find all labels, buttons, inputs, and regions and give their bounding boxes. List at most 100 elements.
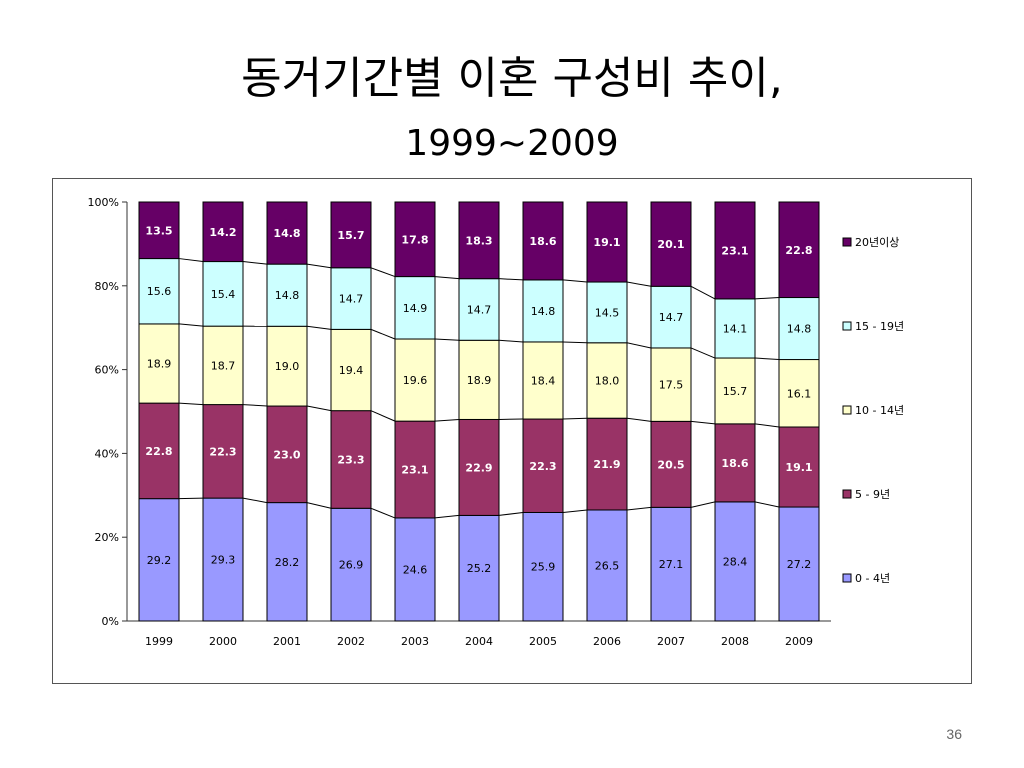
data-label: 14.7 (339, 293, 364, 306)
x-tick-label: 2005 (529, 635, 557, 648)
y-tick-label: 80% (95, 280, 119, 293)
series-line (178, 402, 204, 406)
y-tick-label: 0% (102, 615, 119, 628)
bar-segment (458, 418, 500, 516)
data-label: 22.9 (465, 461, 492, 474)
series-line (754, 501, 780, 508)
bar-segment (778, 426, 820, 508)
y-tick-label: 100% (88, 196, 119, 209)
data-label: 22.3 (529, 460, 556, 473)
data-label: 29.3 (211, 554, 236, 567)
data-label: 26.5 (595, 559, 620, 572)
bar-segment (650, 347, 692, 422)
bar-segment (266, 201, 308, 265)
bar-segment (778, 201, 820, 299)
bar-segment (586, 201, 628, 283)
bar-segment (778, 359, 820, 428)
data-label: 23.0 (273, 448, 300, 461)
data-label: 19.1 (785, 461, 812, 474)
series-line (370, 267, 396, 278)
data-label: 22.3 (209, 445, 236, 458)
bar-segment (522, 279, 564, 343)
series-line (498, 339, 524, 343)
series-line (370, 328, 396, 340)
legend-label: 20년이상 (855, 236, 899, 249)
series-line (562, 417, 588, 420)
data-label: 14.7 (467, 303, 492, 316)
data-label: 15.4 (211, 288, 236, 301)
data-label: 14.5 (595, 306, 620, 319)
bar-segment (202, 325, 244, 406)
bar-segment (586, 281, 628, 344)
legend-label: 0 - 4년 (855, 572, 890, 585)
data-label: 15.7 (723, 385, 748, 398)
legend-swatch (842, 573, 852, 583)
series-line (754, 297, 780, 300)
series-line (626, 506, 652, 511)
data-label: 25.9 (531, 561, 556, 574)
series-line (690, 285, 716, 300)
bar-segment (586, 417, 628, 511)
bar-segment (394, 276, 436, 340)
data-label: 27.1 (659, 558, 684, 571)
bar-segment (330, 410, 372, 509)
series-line (754, 357, 780, 361)
data-label: 28.2 (275, 556, 300, 569)
series-line (242, 261, 268, 265)
series-line (562, 509, 588, 513)
bar-segment (138, 323, 180, 404)
data-label: 27.2 (787, 558, 812, 571)
legend-swatch (842, 489, 852, 499)
data-label: 18.3 (465, 234, 492, 247)
series-line (690, 501, 716, 508)
series-line (498, 511, 524, 516)
bar-segment (778, 297, 820, 361)
bar-segment (394, 201, 436, 278)
bar-segment (394, 517, 436, 622)
x-tick-label: 1999 (145, 635, 173, 648)
data-label: 18.0 (595, 374, 620, 387)
series-line (178, 497, 204, 500)
data-label: 16.1 (787, 387, 812, 400)
series-line (434, 338, 460, 341)
data-label: 21.9 (593, 458, 620, 471)
y-tick-label: 60% (95, 364, 119, 377)
series-line (242, 404, 268, 407)
data-label: 23.1 (721, 244, 748, 257)
x-tick-label: 2007 (657, 635, 685, 648)
bar-segment (266, 502, 308, 622)
bar-segment (458, 339, 500, 420)
bar-segment (394, 338, 436, 422)
slide-subtitle: 1999~2009 (405, 123, 619, 164)
data-label: 14.8 (275, 289, 300, 302)
bar-segment (586, 509, 628, 622)
bar-segment (522, 201, 564, 281)
legend-swatch (842, 321, 852, 331)
data-label: 23.1 (401, 464, 428, 477)
data-label: 14.9 (403, 302, 428, 315)
data-label: 19.1 (593, 236, 620, 249)
bar-segment (586, 342, 628, 419)
legend-swatch (842, 405, 852, 415)
data-label: 14.8 (531, 305, 556, 318)
bar-segment (202, 201, 244, 263)
data-label: 28.4 (723, 555, 748, 568)
data-label: 18.4 (531, 374, 556, 387)
data-label: 17.8 (401, 233, 428, 246)
bar-segment (714, 298, 756, 359)
bar-segment (714, 357, 756, 425)
x-tick-label: 2003 (401, 635, 429, 648)
bar-segment (650, 506, 692, 622)
data-label: 18.6 (721, 457, 748, 470)
data-label: 13.5 (145, 224, 172, 237)
data-label: 18.9 (467, 374, 492, 387)
legend-label: 5 - 9년 (855, 488, 890, 501)
bar-segment (458, 201, 500, 280)
bar-segment (714, 201, 756, 300)
legend-swatch (842, 237, 852, 247)
x-tick-label: 2009 (785, 635, 813, 648)
series-line (626, 417, 652, 422)
data-label: 22.8 (785, 244, 812, 257)
series-line (690, 347, 716, 359)
data-label: 14.8 (787, 323, 812, 336)
